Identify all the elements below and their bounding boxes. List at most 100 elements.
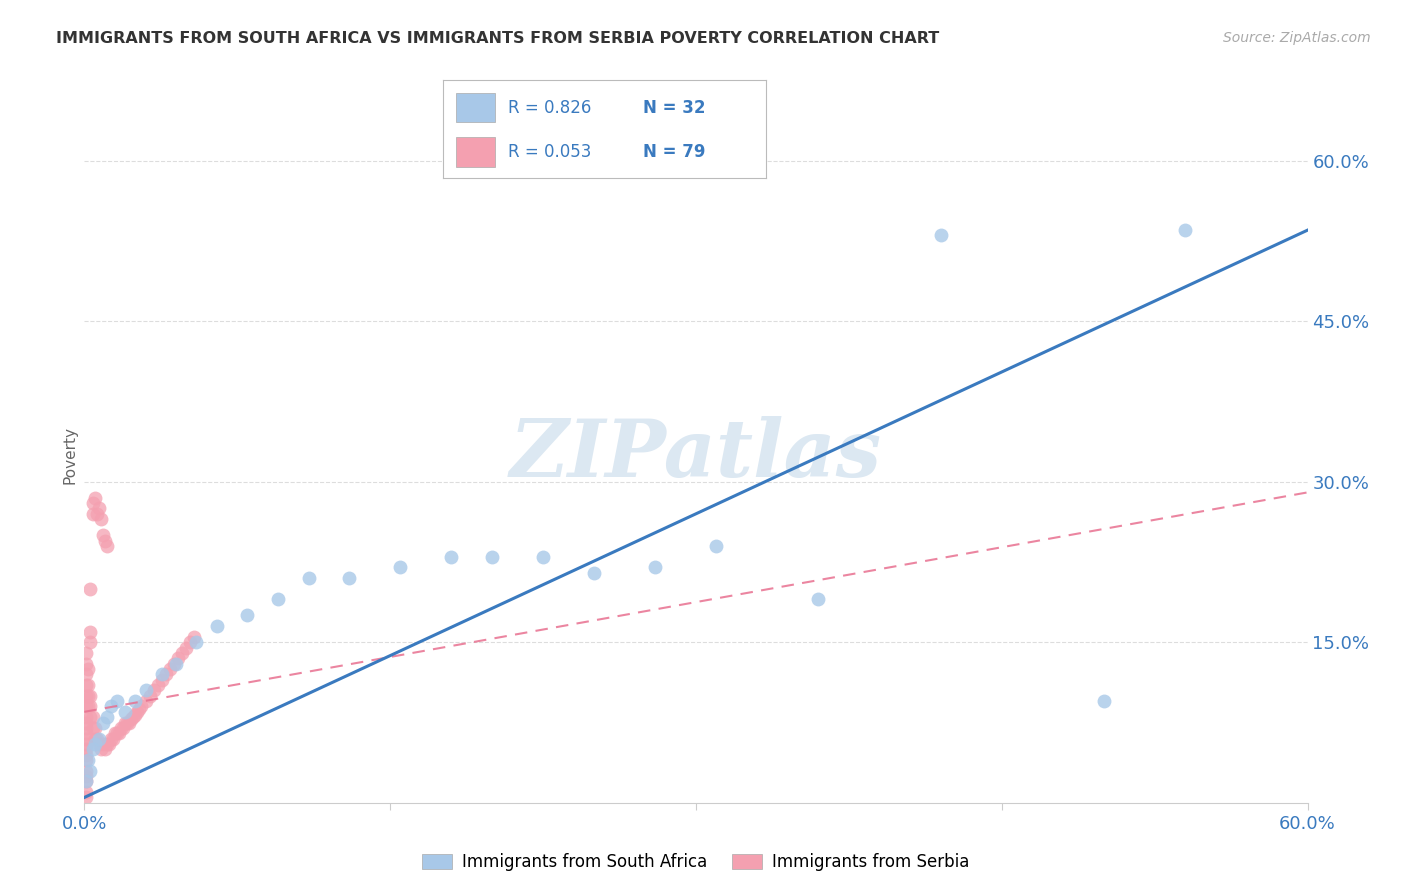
Point: [159, 662, 181, 676]
Point: [87, 501, 110, 516]
Text: Source: ZipAtlas.com: Source: ZipAtlas.com: [1223, 31, 1371, 45]
Point: [112, 721, 135, 735]
Point: [146, 678, 169, 692]
Point: [79, 710, 101, 724]
Legend: Immigrants from South Africa, Immigrants from Serbia: Immigrants from South Africa, Immigrants…: [416, 847, 976, 878]
Point: [97, 737, 120, 751]
Point: [155, 667, 177, 681]
Point: [83, 491, 105, 505]
Point: [150, 673, 173, 687]
Point: [163, 657, 186, 671]
Point: [105, 694, 128, 708]
Text: R = 0.826: R = 0.826: [508, 99, 591, 117]
Point: [131, 699, 153, 714]
Point: [138, 689, 160, 703]
Point: [75, 747, 97, 762]
Point: [87, 731, 110, 746]
Point: [176, 640, 198, 655]
Point: [77, 699, 100, 714]
Point: [115, 715, 138, 730]
Text: N = 79: N = 79: [644, 143, 706, 161]
Point: [75, 785, 97, 799]
Point: [86, 507, 108, 521]
Point: [75, 689, 97, 703]
Point: [122, 710, 145, 724]
Point: [118, 715, 141, 730]
Point: [93, 742, 117, 756]
Point: [79, 624, 101, 639]
Point: [96, 710, 118, 724]
Point: [110, 721, 132, 735]
Point: [75, 699, 97, 714]
Point: [150, 667, 173, 681]
Point: [172, 646, 194, 660]
Point: [75, 731, 97, 746]
Point: [101, 731, 124, 746]
Point: [82, 507, 104, 521]
Point: [1092, 694, 1115, 708]
Point: [79, 764, 101, 778]
Point: [135, 683, 157, 698]
Point: [100, 699, 122, 714]
Point: [93, 533, 117, 548]
Point: [86, 731, 108, 746]
Point: [108, 726, 131, 740]
Point: [75, 646, 97, 660]
Point: [75, 678, 97, 692]
Point: [77, 678, 100, 692]
Point: [75, 726, 97, 740]
Point: [114, 715, 136, 730]
Point: [389, 560, 412, 574]
Point: [87, 737, 110, 751]
Point: [83, 737, 105, 751]
Point: [75, 790, 97, 805]
Point: [75, 769, 97, 783]
Point: [75, 737, 97, 751]
Point: [135, 694, 157, 708]
Point: [298, 571, 321, 585]
Point: [179, 635, 201, 649]
Point: [124, 694, 146, 708]
Point: [79, 635, 101, 649]
Point: [96, 539, 118, 553]
Text: N = 32: N = 32: [644, 99, 706, 117]
Point: [75, 774, 97, 789]
Point: [124, 708, 146, 723]
Point: [75, 721, 97, 735]
Point: [186, 635, 208, 649]
Point: [128, 701, 150, 715]
Point: [75, 710, 97, 724]
Point: [82, 710, 104, 724]
Point: [105, 726, 128, 740]
FancyBboxPatch shape: [456, 137, 495, 167]
Point: [127, 705, 149, 719]
Point: [440, 549, 463, 564]
FancyBboxPatch shape: [456, 93, 495, 122]
Point: [929, 228, 952, 243]
Point: [75, 753, 97, 767]
Point: [96, 737, 118, 751]
Point: [120, 712, 142, 726]
Point: [91, 715, 114, 730]
Point: [183, 630, 205, 644]
Point: [75, 667, 97, 681]
Point: [165, 657, 187, 671]
Point: [90, 512, 112, 526]
Point: [205, 619, 228, 633]
Y-axis label: Poverty: Poverty: [62, 425, 77, 484]
Point: [1174, 223, 1197, 237]
Point: [75, 774, 97, 789]
Point: [79, 689, 101, 703]
Point: [75, 764, 97, 778]
Point: [100, 731, 122, 746]
Point: [706, 539, 728, 553]
Point: [142, 683, 165, 698]
Point: [807, 592, 830, 607]
Point: [77, 753, 100, 767]
Point: [104, 726, 127, 740]
Point: [75, 715, 97, 730]
Point: [83, 731, 105, 746]
Point: [79, 582, 101, 596]
Text: IMMIGRANTS FROM SOUTH AFRICA VS IMMIGRANTS FROM SERBIA POVERTY CORRELATION CHART: IMMIGRANTS FROM SOUTH AFRICA VS IMMIGRAN…: [56, 31, 939, 46]
Point: [583, 566, 606, 580]
